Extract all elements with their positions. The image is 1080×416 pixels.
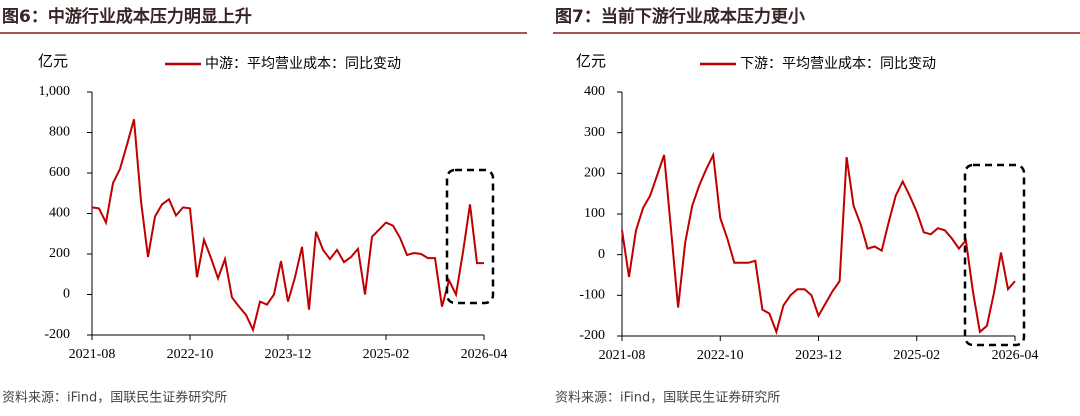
highlight-box	[963, 163, 1026, 347]
y-unit-label: 亿元	[576, 52, 606, 70]
source-note: 资料来源：iFind，国联民生证券研究所	[2, 390, 227, 406]
y-tick-label: -200	[44, 327, 70, 342]
x-tick-label: 2023-12	[265, 347, 312, 362]
x-tick-label: 2022-10	[697, 348, 744, 363]
x-tick-label: 2025-02	[893, 348, 940, 363]
x-tick-label: 2021-08	[69, 347, 116, 362]
legend-label: 下游：平均营业成本：同比变动	[740, 56, 936, 72]
x-tick-label: 2026-04	[461, 347, 508, 362]
y-tick-label: 400	[49, 206, 70, 221]
y-unit-label: 亿元	[38, 52, 68, 70]
chart-title: 图6：中游行业成本压力明显上升	[2, 6, 252, 27]
y-tick-label: 100	[584, 206, 605, 221]
source-note: 资料来源：iFind，国联民生证券研究所	[555, 390, 780, 406]
data-line	[91, 119, 484, 333]
y-tick-label: 400	[584, 84, 605, 99]
y-tick-label: 0	[63, 287, 70, 302]
y-tick-label: 200	[584, 166, 605, 181]
highlight-box	[445, 168, 495, 305]
x-tick-label: 2023-12	[795, 348, 842, 363]
x-tick-label: 2022-10	[167, 347, 214, 362]
y-tick-label: -200	[579, 328, 605, 343]
y-tick-label: 800	[49, 125, 70, 140]
y-tick-label: 200	[49, 246, 70, 261]
y-tick-label: -100	[579, 288, 605, 303]
legend-label: 中游：平均营业成本：同比变动	[205, 56, 401, 72]
x-tick-label: 2025-02	[363, 347, 410, 362]
data-line	[621, 151, 1016, 336]
x-tick-label: 2026-04	[992, 348, 1039, 363]
y-tick-label: 0	[598, 247, 605, 262]
x-tick-label: 2021-08	[599, 348, 646, 363]
y-tick-label: 600	[49, 165, 70, 180]
y-tick-label: 1,000	[39, 84, 71, 99]
chart-title: 图7：当前下游行业成本压力更小	[555, 6, 805, 27]
y-tick-label: 300	[584, 125, 605, 140]
